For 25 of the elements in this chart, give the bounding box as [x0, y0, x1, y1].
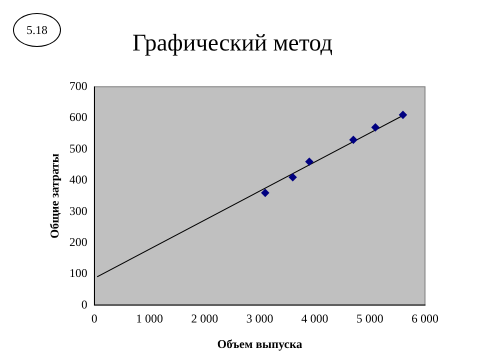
x-tick-label: 1 000 [136, 312, 163, 326]
y-tick-label: 600 [69, 110, 88, 124]
oval-badge: 5.18 [13, 13, 61, 47]
x-tick-label: 3 000 [246, 312, 274, 326]
x-axis-title: Объем выпуска [217, 336, 302, 351]
y-tick-label: 500 [69, 141, 88, 156]
point [398, 110, 407, 119]
y-tick-label: 300 [69, 204, 88, 218]
y-tick-label: 400 [69, 172, 88, 187]
x-tick-label: 0 [91, 312, 98, 326]
point [288, 173, 297, 182]
point [261, 188, 270, 197]
point [305, 158, 314, 166]
y-tick-label: 700 [69, 78, 88, 93]
y-tick-label: 100 [69, 266, 88, 280]
x-tick-label: 5 000 [356, 312, 384, 326]
y-tick-label: 0 [81, 297, 88, 312]
x-tick-label: 4 000 [301, 312, 328, 326]
x-tick-label: 2 000 [191, 312, 218, 326]
x-tick-label: 6 000 [412, 312, 438, 326]
point [371, 123, 380, 132]
chart-title: Графический метод [132, 30, 333, 57]
y-axis-title: Общие затраты [47, 152, 62, 238]
y-tick-label: 200 [69, 234, 88, 249]
point [349, 136, 358, 144]
